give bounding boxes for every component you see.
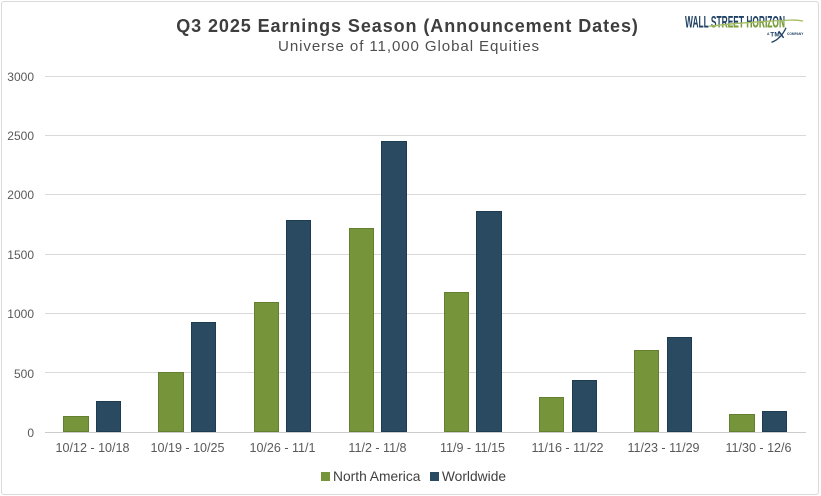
svg-text:WALL STREET HORIZON: WALL STREET HORIZON [685,13,785,31]
svg-text:TM: TM [770,32,780,39]
svg-text:COMPANY: COMPANY [787,32,804,36]
svg-text:A: A [767,32,770,36]
svg-text:WALL STREET HORIZON: WALL STREET HORIZON [685,13,785,31]
